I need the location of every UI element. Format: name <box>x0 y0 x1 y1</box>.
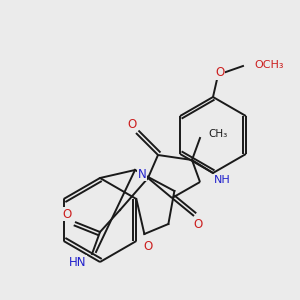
Text: N: N <box>138 167 146 181</box>
Text: CH₃: CH₃ <box>208 129 227 139</box>
Text: OCH₃: OCH₃ <box>254 60 284 70</box>
Text: NH: NH <box>214 175 231 185</box>
Text: O: O <box>215 67 225 80</box>
Text: HN: HN <box>69 256 87 268</box>
Text: O: O <box>128 118 136 131</box>
Text: O: O <box>144 239 153 253</box>
Text: O: O <box>194 218 202 230</box>
Text: O: O <box>62 208 72 220</box>
